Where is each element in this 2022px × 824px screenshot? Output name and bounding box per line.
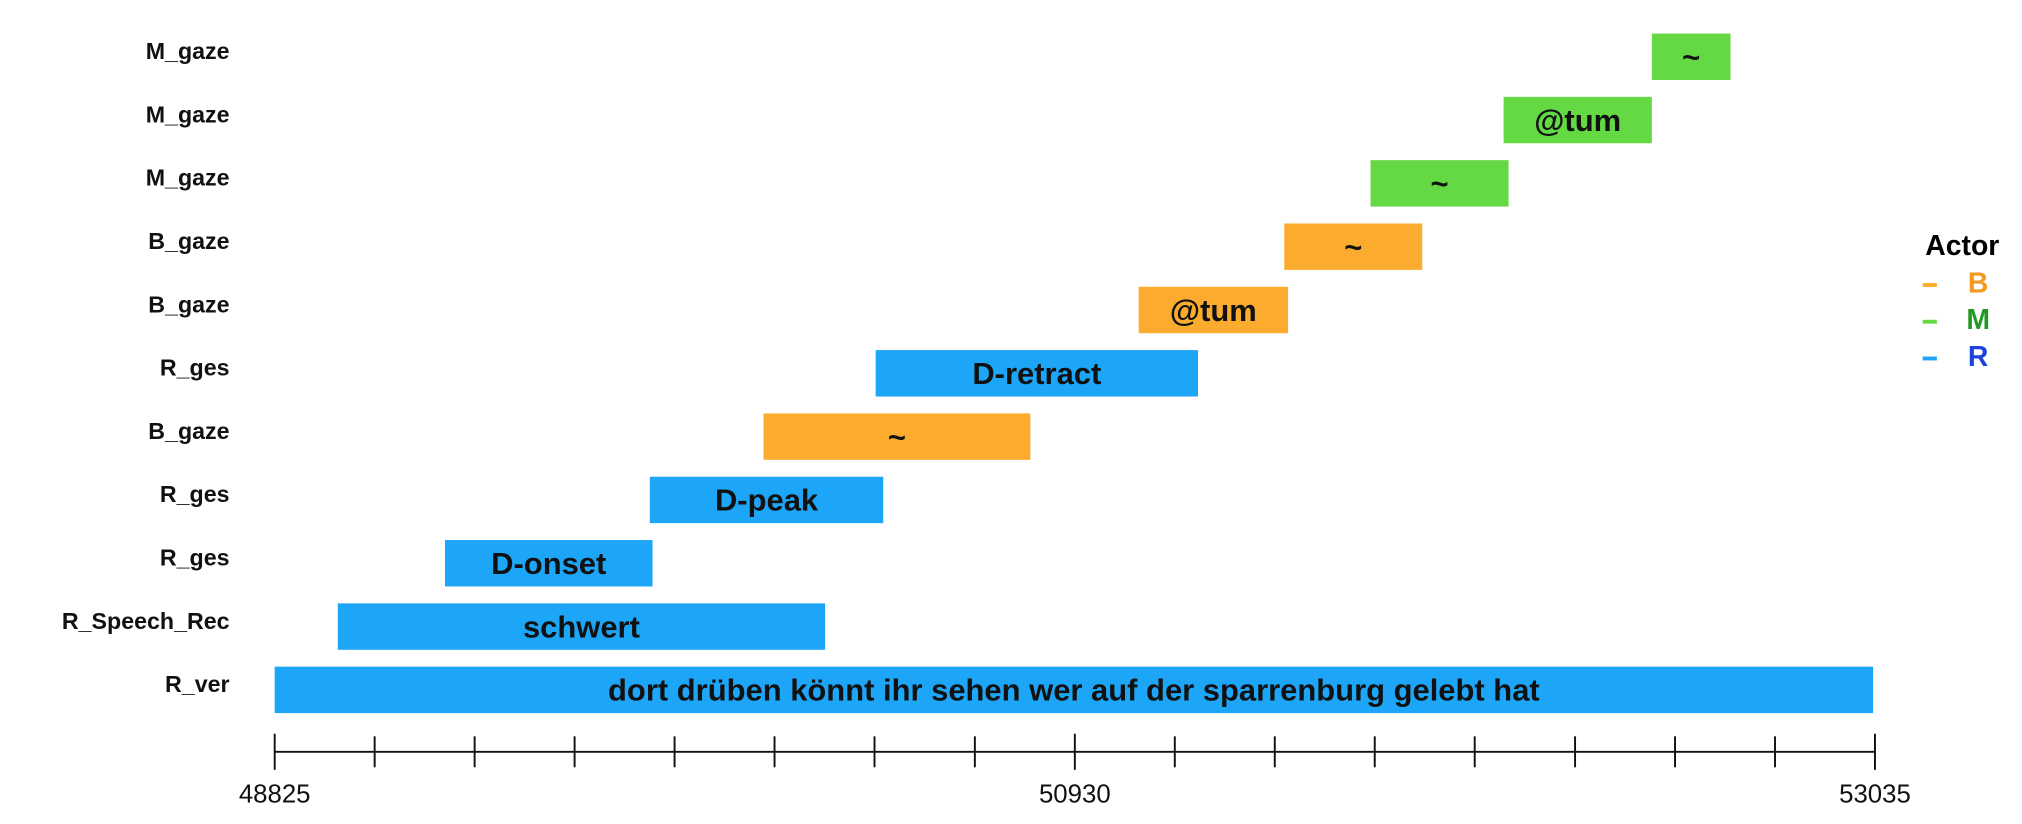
x-tick-label: 48825	[239, 780, 311, 808]
legend-label: B	[1968, 267, 1988, 299]
bar-text: ~	[1431, 166, 1449, 201]
row-label: M_gaze	[146, 165, 230, 191]
task-bar	[1370, 160, 1509, 207]
row-label: R_ver	[165, 671, 229, 697]
row-label: R_ges	[160, 545, 230, 571]
task-bar	[337, 603, 826, 650]
task-bar	[875, 350, 1198, 397]
bar-text: ~	[1344, 229, 1362, 264]
legend-label: R	[1968, 341, 1988, 373]
bar-text: D-retract	[972, 356, 1101, 391]
row-label: M_gaze	[146, 38, 230, 64]
row-label: R_ges	[160, 355, 230, 381]
bar-text: ~	[1682, 39, 1700, 74]
task-bar	[763, 413, 1031, 460]
task-bar	[444, 540, 653, 587]
legend-label: M	[1966, 304, 1990, 336]
row-label: M_gaze	[146, 101, 230, 127]
legend-title: Actor	[1925, 230, 1999, 262]
task-bar	[1503, 96, 1652, 144]
row-label: B_gaze	[148, 228, 229, 254]
task-bar	[274, 666, 1874, 714]
bar-text: dort drüben könnt ihr sehen wer auf der …	[608, 673, 1540, 708]
task-bar	[1138, 286, 1289, 334]
row-label: R_Speech_Rec	[62, 608, 230, 634]
x-tick-label: 50930	[1039, 780, 1111, 808]
x-tick-label: 53035	[1839, 780, 1911, 808]
bar-text: D-onset	[491, 546, 606, 581]
row-label: R_ges	[160, 481, 230, 507]
row-label: B_gaze	[148, 291, 229, 317]
bar-text: schwert	[523, 609, 640, 644]
bar-text: D-peak	[715, 483, 819, 518]
task-bar	[1284, 223, 1423, 270]
row-label: B_gaze	[148, 418, 229, 444]
bar-text: @tum	[1534, 103, 1621, 138]
task-bar	[649, 476, 884, 524]
bar-text: ~	[888, 419, 906, 454]
bar-text: @tum	[1170, 293, 1257, 328]
task-bar	[1651, 33, 1731, 80]
